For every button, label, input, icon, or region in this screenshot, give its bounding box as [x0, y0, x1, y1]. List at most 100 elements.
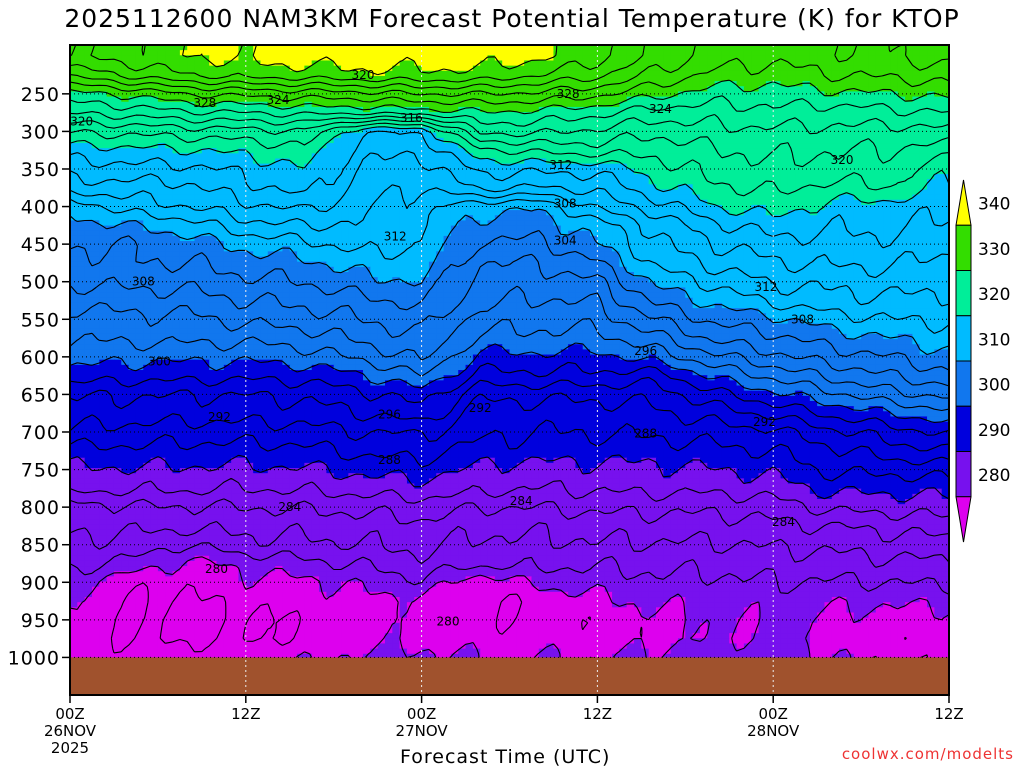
colorbar-swatch-6 — [955, 451, 972, 498]
contour-label-10: 312 — [384, 230, 407, 244]
colorbar-label-290: 290 — [978, 421, 1010, 441]
y-tick-label-450: 450 — [21, 234, 60, 256]
colorbar-swatch-5 — [955, 405, 972, 452]
contour-label-7: 312 — [549, 158, 572, 172]
y-tick-label-700: 700 — [21, 422, 60, 444]
contour-322 — [69, 122, 950, 197]
contour-label-0: 320 — [70, 115, 93, 129]
contour-label-17: 296 — [378, 408, 401, 422]
y-tick-label-950: 950 — [21, 610, 60, 632]
x-tick-label-24: 00Z — [407, 705, 436, 723]
ground-surface — [70, 657, 949, 695]
y-tick-label-300: 300 — [21, 121, 60, 143]
contour-306 — [69, 253, 950, 387]
y-tick-label-750: 750 — [21, 460, 60, 482]
contour-298 — [69, 361, 950, 436]
colorbar-swatch-7 — [955, 496, 972, 543]
contour-labels: 320 328 324 320 316 328 324 312 320 308 312 304 308 3… — [70, 68, 853, 628]
colorbar-swatch-0 — [955, 179, 972, 226]
x-axis-title: Forecast Time (UTC) — [400, 746, 611, 768]
contour-292 — [69, 419, 950, 483]
y-tick-label-800: 800 — [21, 497, 60, 519]
y-tick-label-650: 650 — [21, 384, 60, 406]
contour-328 — [69, 95, 950, 127]
contour-label-9: 308 — [554, 197, 577, 211]
colorbar-label-320: 320 — [978, 285, 1010, 305]
contour-308 — [69, 229, 950, 373]
contour-label-4: 316 — [400, 111, 423, 125]
contour-label-6: 324 — [649, 102, 672, 116]
contour-label-19: 292 — [469, 401, 492, 415]
y-tick-label-550: 550 — [21, 309, 60, 331]
contour-296 — [69, 376, 950, 452]
contour-320 — [69, 126, 950, 218]
contour-300 — [69, 342, 950, 424]
contour-label-25: 284 — [772, 515, 795, 529]
colorbar-swatch-2 — [955, 270, 972, 317]
contour-label-22: 288 — [378, 453, 401, 467]
contour-label-12: 308 — [132, 275, 155, 289]
contour-340 — [141, 44, 558, 76]
y-tick-label-350: 350 — [21, 159, 60, 181]
contour-label-20: 292 — [753, 415, 776, 429]
contour-284 — [69, 520, 950, 568]
x-tick-label-60: 12Z — [934, 705, 963, 723]
x-tick-date-0: 26NOV — [44, 722, 97, 740]
contour-label-23: 284 — [510, 494, 533, 508]
colorbar-label-310: 310 — [978, 330, 1010, 350]
contour-label-21: 288 — [634, 427, 657, 441]
contour-338 — [69, 44, 614, 83]
contour-label-18: 292 — [208, 410, 231, 424]
y-tick-label-400: 400 — [21, 197, 60, 219]
contour-280 — [69, 556, 950, 660]
contour-316 — [69, 150, 950, 279]
chart-title: 2025112600 NAM3KM Forecast Potential Tem… — [64, 4, 960, 33]
colorbar-swatch-1 — [955, 224, 972, 271]
x-tick-date-48: 28NOV — [747, 722, 800, 740]
contour-label-24: 284 — [278, 500, 301, 514]
temperature-field — [70, 45, 950, 660]
contour-label-5: 328 — [557, 87, 580, 101]
contour-label-3: 320 — [352, 68, 375, 82]
x-tick-date-24: 27NOV — [396, 722, 449, 740]
contour-290 — [69, 454, 950, 503]
x-tick-label-0: 00Z — [55, 705, 84, 723]
contour-336 — [69, 44, 646, 90]
contour-label-11: 304 — [554, 233, 577, 247]
contour-310 — [69, 207, 950, 356]
contour-label-1: 328 — [193, 96, 216, 110]
credit-link[interactable]: coolwx.com/modelts — [841, 745, 1014, 763]
grid-lines — [70, 45, 949, 695]
colorbar-swatch-4 — [955, 360, 972, 407]
y-tick-label-900: 900 — [21, 572, 60, 594]
contour-label-16: 300 — [148, 354, 171, 368]
contour-314 — [69, 184, 950, 307]
contour-label-2: 324 — [267, 93, 290, 107]
contour-label-26: 280 — [205, 562, 228, 576]
y-tick-label-250: 250 — [21, 84, 60, 106]
contour-324 — [69, 119, 950, 168]
contour-278 — [110, 582, 907, 654]
colorbar-label-280: 280 — [978, 466, 1010, 486]
x-tick-year-0: 2025 — [51, 739, 89, 757]
y-tick-label-600: 600 — [21, 347, 60, 369]
colorbar-label-340: 340 — [978, 195, 1010, 215]
plot-frame — [69, 44, 950, 696]
contour-282 — [69, 542, 950, 595]
colorbar-label-330: 330 — [978, 240, 1010, 260]
colorbar-swatch-3 — [955, 315, 972, 362]
colorbar-label-300: 300 — [978, 376, 1010, 396]
y-tick-label-850: 850 — [21, 535, 60, 557]
x-tick-label-48: 00Z — [759, 705, 788, 723]
contour-label-27: 280 — [437, 614, 460, 628]
contour-302 — [69, 318, 950, 412]
contour-label-13: 312 — [754, 280, 777, 294]
contour-label-15: 296 — [634, 344, 657, 358]
contour-318 — [69, 130, 950, 249]
contour-288 — [69, 477, 950, 521]
contour-label-14: 308 — [791, 312, 814, 326]
contour-330 — [69, 79, 950, 115]
